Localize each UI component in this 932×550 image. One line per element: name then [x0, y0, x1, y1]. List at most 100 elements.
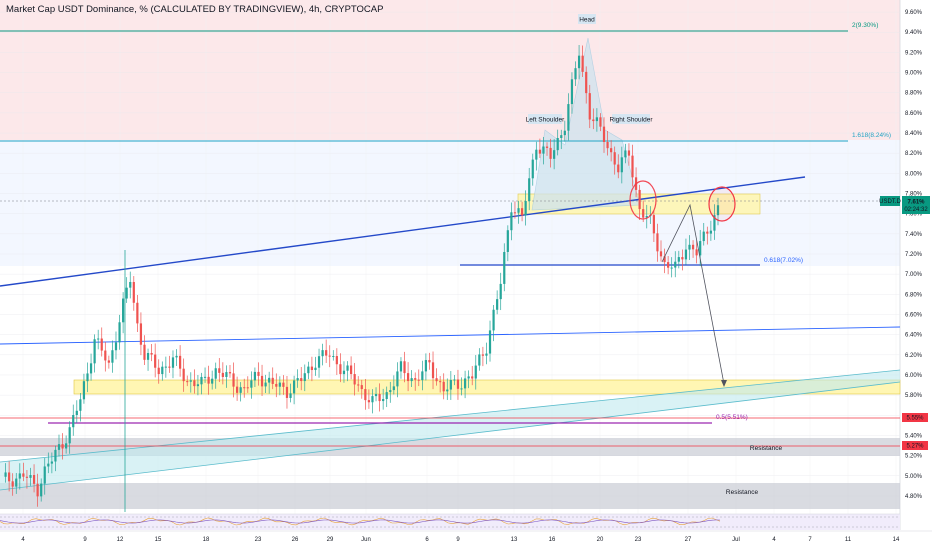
- rsi-pane: [0, 513, 900, 530]
- candle-body: [86, 373, 89, 382]
- fib-label-05: 0.5(5.51%): [716, 414, 748, 421]
- candle-body: [606, 141, 609, 149]
- y-tick-label: 4.80%: [905, 494, 923, 500]
- candle-body: [670, 267, 673, 269]
- candle-body: [652, 215, 655, 234]
- candle-body: [264, 382, 267, 387]
- candle-body: [114, 342, 118, 351]
- candle-body: [456, 379, 460, 389]
- candle-body: [253, 371, 257, 381]
- candle-body: [496, 299, 499, 310]
- current-price-badge: 7.61% 02:24:32: [902, 196, 930, 214]
- candle-body: [428, 360, 431, 363]
- candle-body: [610, 148, 613, 153]
- candle-body: [617, 164, 620, 173]
- y-tick-label: 9.40%: [905, 30, 923, 36]
- candle-body: [442, 381, 445, 392]
- candle-body: [613, 152, 616, 165]
- y-tick-label: 7.80%: [905, 192, 923, 198]
- candle-body: [349, 365, 353, 375]
- candle-body: [542, 146, 545, 154]
- candle-body: [364, 389, 367, 401]
- candle-body: [182, 368, 185, 382]
- x-tick-label: 18: [203, 537, 210, 543]
- candle-body: [40, 483, 43, 497]
- svg-text:5.55%: 5.55%: [906, 416, 924, 422]
- candle-body: [706, 231, 709, 234]
- bg-zone-red: [0, 0, 900, 140]
- candle-body: [4, 472, 7, 477]
- trendline-upper: [0, 176, 806, 287]
- candle-body: [214, 368, 217, 379]
- y-tick-label: 8.20%: [905, 151, 923, 157]
- candle-body: [171, 357, 175, 368]
- time-axis[interactable]: 4 9 12 15 18 23 26 29 Jun 6 9 13 16 20 23 27 Jul 4 7 11 14: [21, 537, 900, 543]
- price-tag-1: 5.55%: [902, 413, 928, 422]
- candle-body: [538, 149, 541, 154]
- candle-body: [556, 138, 559, 151]
- candle-body: [89, 363, 93, 374]
- candle-body: [392, 386, 395, 391]
- svg-text:USDT.D: USDT.D: [879, 199, 901, 205]
- x-tick-label: 20: [597, 537, 604, 543]
- candle-body: [699, 241, 702, 256]
- fib-label-0618: 0.618(7.02%): [764, 257, 803, 264]
- candle-body: [186, 381, 189, 383]
- candle-body: [463, 378, 467, 389]
- y-tick-label: 6.40%: [905, 333, 923, 339]
- candle-body: [246, 387, 249, 389]
- candle-body: [528, 178, 531, 202]
- candle-body: [179, 355, 182, 369]
- x-tick-label: 23: [635, 537, 642, 543]
- candle-body: [378, 394, 381, 402]
- x-tick-label: 16: [549, 537, 556, 543]
- x-tick-label: 29: [327, 537, 334, 543]
- candle-body: [289, 393, 292, 398]
- left-shoulder-label: Left Shoulder: [526, 114, 565, 124]
- candle-body: [385, 392, 388, 400]
- candle-body: [335, 356, 338, 365]
- candle-body: [688, 244, 691, 250]
- candle-body: [132, 281, 135, 303]
- candle-body: [228, 372, 232, 374]
- candle-body: [82, 381, 86, 400]
- candle-body: [374, 394, 378, 397]
- candle-body: [342, 370, 346, 375]
- projection-arrowhead: [721, 380, 727, 387]
- candle-body: [631, 155, 634, 178]
- candle-body: [307, 366, 310, 374]
- candle-body: [716, 205, 720, 216]
- y-tick-label: 6.00%: [905, 373, 923, 379]
- candle-body: [346, 365, 349, 371]
- resistance-label-lower: Resistance: [726, 489, 759, 496]
- rising-channel-band: [0, 370, 900, 490]
- symbol-badge[interactable]: USDT.D: [879, 196, 901, 206]
- candle-body: [560, 135, 563, 139]
- x-tick-label: 7: [808, 537, 812, 543]
- candle-body: [239, 387, 242, 393]
- candle-body: [200, 376, 203, 385]
- candles-layer: [4, 44, 720, 507]
- candle-body: [595, 117, 598, 122]
- candle-body: [510, 212, 513, 231]
- candle-body: [474, 365, 477, 379]
- y-tick-label: 7.40%: [905, 232, 923, 238]
- x-tick-label: 27: [685, 537, 692, 543]
- y-tick-label: 9.60%: [905, 10, 923, 16]
- x-tick-label: 13: [511, 537, 518, 543]
- fib-label-1618: 1.618(8.24%): [852, 132, 891, 139]
- candle-body: [684, 249, 688, 260]
- candle-body: [624, 150, 627, 158]
- candle-body: [296, 378, 299, 381]
- candle-body: [310, 366, 314, 371]
- candle-body: [585, 71, 588, 94]
- candle-body: [535, 149, 538, 160]
- candle-body: [517, 208, 520, 213]
- candle-body: [146, 352, 150, 360]
- price-tag-2: 5.27%: [902, 441, 928, 450]
- candle-body: [520, 208, 524, 216]
- candle-body: [389, 390, 392, 393]
- candle-body: [467, 376, 470, 379]
- y-tick-label: 9.00%: [905, 71, 923, 77]
